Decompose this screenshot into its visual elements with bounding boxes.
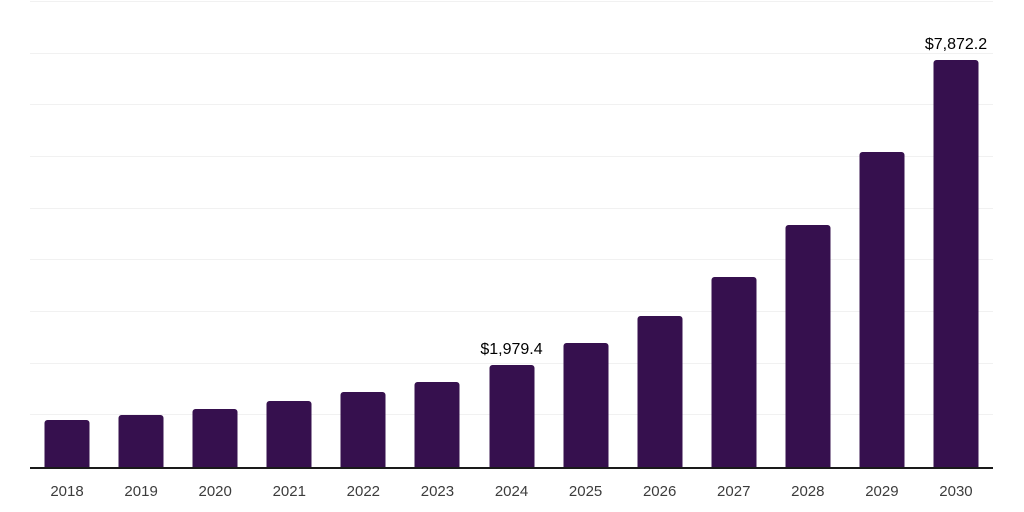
bar-slot-2029 bbox=[845, 2, 919, 467]
x-axis-line bbox=[30, 467, 993, 469]
bar-2026 bbox=[637, 315, 683, 467]
bar-2023 bbox=[414, 381, 460, 467]
x-tick-2021: 2021 bbox=[272, 483, 306, 500]
bar-slot-2028 bbox=[771, 2, 845, 467]
bar-slot-2027 bbox=[697, 2, 771, 467]
bar-slot-2030: $7,872.2 bbox=[919, 2, 993, 467]
bar-slot-2021 bbox=[252, 2, 326, 467]
bar-slot-2023 bbox=[400, 2, 474, 467]
gridline-6000 bbox=[30, 156, 993, 157]
x-tick-2020: 2020 bbox=[198, 483, 232, 500]
bar-2020 bbox=[192, 409, 238, 467]
x-tick-2026: 2026 bbox=[642, 483, 677, 500]
x-tick-2027: 2027 bbox=[717, 483, 751, 500]
value-label-2024: $1,979.4 bbox=[480, 340, 543, 358]
bar-slots: $1,979.4 $7,872.2 bbox=[30, 2, 993, 467]
bar-slot-2022 bbox=[326, 2, 400, 467]
x-tick-2029: 2029 bbox=[865, 483, 899, 500]
bar-slot-2018 bbox=[30, 2, 104, 467]
gridline-4000 bbox=[30, 259, 993, 261]
x-tick-2023: 2023 bbox=[420, 483, 455, 500]
x-tick-2019: 2019 bbox=[124, 483, 158, 500]
plot-area: $1,979.4 $7,872.2 bbox=[30, 1, 993, 467]
bar-2029 bbox=[859, 152, 905, 467]
x-tick-2024: 2024 bbox=[494, 483, 529, 500]
bar-2022 bbox=[340, 392, 386, 467]
x-axis-tick-labels: 2018 2019 2020 2021 2022 2023 2024 2025 2026 2027… bbox=[30, 482, 993, 502]
gridline-2000 bbox=[30, 362, 993, 364]
gridline-5000 bbox=[30, 207, 993, 209]
gridline-7000 bbox=[30, 104, 993, 106]
bar-2028 bbox=[785, 225, 831, 467]
x-tick-2030: 2030 bbox=[939, 483, 973, 500]
x-tick-2025: 2025 bbox=[568, 483, 603, 500]
x-tick-2022: 2022 bbox=[346, 483, 381, 500]
x-tick-2018: 2018 bbox=[50, 483, 84, 500]
x-tick-2028: 2028 bbox=[791, 483, 825, 500]
bar-2024 bbox=[489, 364, 534, 467]
gridline-8000 bbox=[30, 52, 993, 54]
bar-slot-2019 bbox=[104, 2, 178, 467]
bar-2018 bbox=[44, 419, 90, 467]
gridline-3000 bbox=[30, 311, 993, 312]
bar-2027 bbox=[711, 276, 757, 467]
value-label-2030: $7,872.2 bbox=[924, 36, 988, 54]
bar-2021 bbox=[266, 401, 312, 467]
bar-2025 bbox=[563, 342, 609, 467]
bar-slot-2020 bbox=[178, 2, 252, 467]
gridline-9000 bbox=[30, 1, 993, 2]
bar-slot-2026 bbox=[623, 2, 697, 467]
bar-slot-2025 bbox=[549, 2, 623, 467]
bar-slot-2024: $1,979.4 bbox=[474, 2, 548, 467]
bar-2030 bbox=[933, 60, 979, 467]
bar-2019 bbox=[118, 414, 164, 467]
